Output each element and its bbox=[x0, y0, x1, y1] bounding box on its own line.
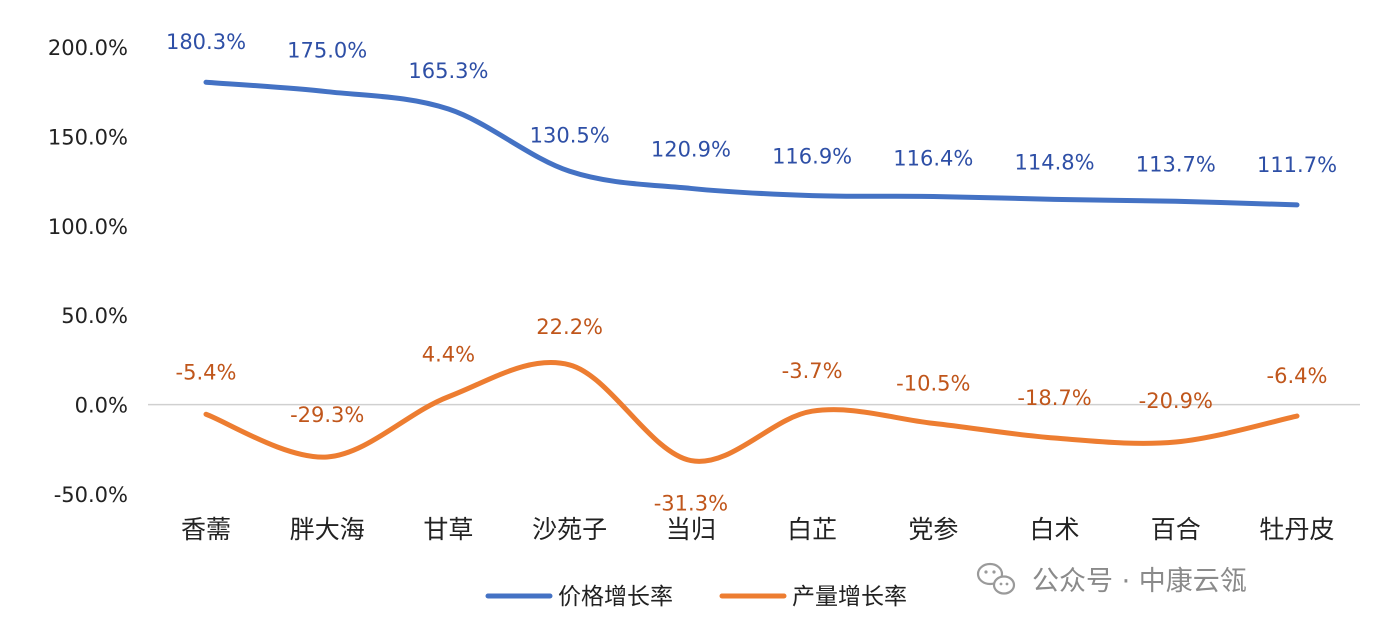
y-tick-label: 50.0% bbox=[61, 304, 128, 328]
y-tick-label: -50.0% bbox=[54, 483, 128, 507]
x-tick-label: 当归 bbox=[666, 515, 716, 544]
legend-label: 价格增长率 bbox=[558, 584, 673, 610]
series-line-price-growth bbox=[203, 79, 1300, 208]
data-label: -18.7% bbox=[1017, 386, 1091, 410]
data-label: 175.0% bbox=[287, 39, 367, 63]
y-tick-label: 150.0% bbox=[48, 125, 128, 149]
legend: 价格增长率 产量增长率 bbox=[485, 584, 907, 610]
data-label: 165.3% bbox=[408, 59, 488, 83]
y-tick-label: 100.0% bbox=[48, 215, 128, 239]
watermark: 公众号 · 中康云瓴 bbox=[976, 562, 1247, 597]
y-axis: 200.0% 150.0% 100.0% 50.0% 0.0% -50.0% bbox=[48, 36, 128, 507]
data-label: -20.9% bbox=[1139, 389, 1213, 413]
data-label: -29.3% bbox=[290, 403, 364, 427]
data-label: 130.5% bbox=[530, 123, 610, 147]
data-label: 111.7% bbox=[1257, 153, 1337, 177]
x-tick-label: 牡丹皮 bbox=[1259, 515, 1334, 544]
data-label: 114.8% bbox=[1015, 150, 1095, 174]
x-tick-label: 白术 bbox=[1030, 515, 1080, 544]
data-label: 180.3% bbox=[166, 30, 246, 54]
data-label: -3.7% bbox=[782, 359, 843, 383]
wechat-icon bbox=[976, 562, 1016, 595]
watermark-text: 公众号 · 中康云瓴 bbox=[1032, 566, 1247, 597]
x-tick-label: 沙苑子 bbox=[532, 515, 607, 544]
y-tick-label: 0.0% bbox=[75, 394, 128, 418]
x-axis: 香薷 胖大海 甘草 沙苑子 当归 白芷 党参 白术 百合 牡丹皮 bbox=[181, 515, 1335, 544]
data-label: 22.2% bbox=[536, 315, 603, 339]
x-tick-label: 党参 bbox=[908, 515, 958, 544]
data-label: 120.9% bbox=[651, 137, 731, 161]
x-tick-label: 百合 bbox=[1151, 515, 1201, 544]
x-tick-label: 胖大海 bbox=[290, 515, 365, 544]
data-label: 4.4% bbox=[422, 343, 475, 367]
data-label: 116.4% bbox=[893, 146, 973, 170]
data-label: -10.5% bbox=[896, 371, 970, 395]
plot-area: 180.3% 175.0% 165.3% 130.5% 120.9% 116.9% 116.… bbox=[166, 30, 1337, 515]
data-label: -31.3% bbox=[654, 492, 728, 516]
data-label: -6.4% bbox=[1267, 364, 1328, 388]
legend-label: 产量增长率 bbox=[792, 584, 907, 610]
series-line-output-growth bbox=[203, 360, 1300, 464]
y-tick-label: 200.0% bbox=[48, 36, 128, 60]
data-label: 113.7% bbox=[1136, 152, 1216, 176]
x-tick-label: 甘草 bbox=[423, 515, 473, 544]
x-tick-label: 白芷 bbox=[787, 515, 837, 544]
data-label: -5.4% bbox=[176, 360, 237, 384]
x-tick-label: 香薷 bbox=[181, 515, 231, 544]
data-label: 116.9% bbox=[772, 145, 852, 169]
